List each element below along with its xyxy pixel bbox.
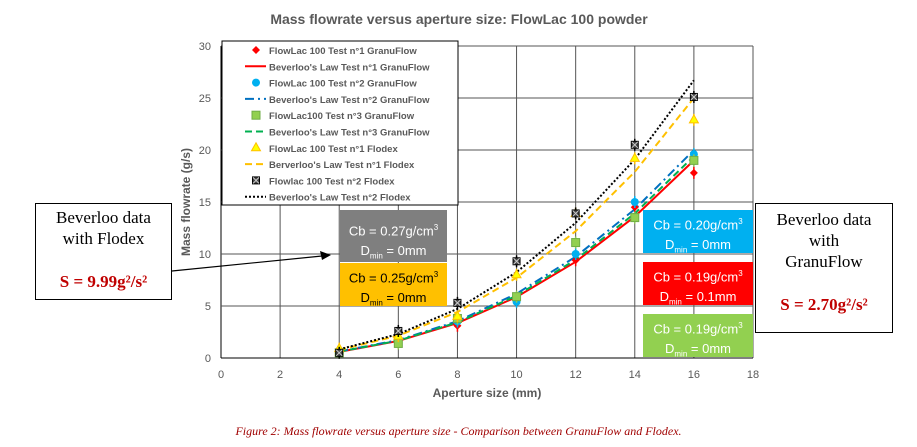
legend-label: Beverloo's Law Test n°3 GranuFlow (269, 128, 430, 139)
x-tick-label: 14 (629, 369, 641, 381)
y-tick-label: 15 (199, 197, 211, 209)
annotation-cb: Cb = 0.25g/cm (348, 270, 434, 286)
annotation-box: Cb = 0.19g/cm3 Dmin = 0.1mm (643, 262, 753, 307)
chart-title: Mass flowrate versus aperture size: Flow… (270, 11, 648, 27)
annotation-dmin: 0mm (397, 243, 427, 259)
data-point-4 (689, 155, 699, 165)
left-note: Beverloo data with Flodex S = 9.99g²/s² (35, 203, 172, 300)
data-point-4 (571, 238, 581, 248)
legend-label: Flowlac 100 Test n°2 Flodex (269, 176, 395, 187)
figure-caption: Figure 2: Mass flowrate versus aperture … (235, 424, 682, 438)
y-tick-label: 5 (205, 301, 211, 313)
data-point-x (252, 177, 260, 184)
data-point-x (690, 93, 698, 101)
y-tick-label: 0 (205, 353, 211, 365)
right-note-line2: with (808, 231, 840, 250)
data-point-6 (688, 113, 700, 124)
data-point-4 (512, 292, 522, 302)
x-tick-label: 12 (570, 369, 582, 381)
x-tick-label: 8 (454, 369, 460, 381)
x-axis-label: Aperture size (mm) (433, 386, 542, 400)
data-point-legend-4 (251, 110, 261, 120)
right-note: Beverloo data with GranuFlow S = 2.70g²/… (755, 203, 893, 333)
annotation-cb: Cb = 0.19g/cm (653, 321, 739, 337)
arrow-line (171, 255, 323, 272)
x-tick-label: 2 (277, 369, 283, 381)
left-note-line1: Beverloo data (56, 208, 151, 227)
legend-label: FlowLac 100 Test n°2 GranuFlow (269, 79, 417, 90)
x-tick-label: 10 (510, 369, 522, 381)
legend-label: Beverloo's Law Test n°2 Flodex (269, 193, 411, 204)
data-point-0 (689, 168, 698, 177)
data-point-x (631, 141, 639, 149)
legend-box (221, 40, 459, 206)
data-point-x (513, 257, 520, 265)
annotation-dmin: 0mm (702, 341, 731, 357)
data-point-2 (571, 250, 580, 258)
y-tick-label: 20 (199, 145, 211, 157)
data-point-legend-6 (250, 141, 262, 152)
right-note-line3: GranuFlow (785, 252, 863, 271)
left-note-s: S = 9.99g²/s² (59, 272, 148, 291)
legend-label: Berverloo's Law Test n°1 Flodex (269, 160, 415, 171)
annotation-cb: Cb = 0.19g/cm (653, 269, 739, 285)
annotation-dmin: 0mm (397, 290, 427, 306)
arrow-head-icon (320, 251, 331, 260)
data-point-x (394, 327, 402, 335)
x-tick-label: 18 (747, 369, 759, 381)
annotation-box: Cb = 0.27g/cm3 Dmin = 0mm (340, 210, 447, 262)
data-point-6 (452, 310, 463, 320)
data-point-legend-0 (252, 46, 260, 54)
annotation-box: Cb = 0.20g/cm3 Dmin = 0mm (643, 210, 753, 255)
left-note-line2: with Flodex (62, 229, 145, 248)
right-note-s: S = 2.70g²/s² (780, 295, 868, 314)
data-point-6 (629, 152, 641, 162)
legend-label: Beverloo's Law Test n°1 GranuFlow (269, 62, 430, 73)
annotation-dmin: 0.1mm (696, 289, 737, 305)
legend-label: FlowLac 100 Test n°1 Flodex (269, 144, 398, 155)
x-tick-label: 0 (218, 369, 224, 381)
x-tick-label: 16 (688, 369, 700, 381)
y-axis-label: Mass flowrate (g/s) (179, 148, 193, 256)
annotation-box: Cb = 0.19g/cm3 Dmin = 0mm (643, 314, 753, 359)
y-tick-label: 25 (199, 93, 211, 105)
data-point-0 (571, 256, 580, 265)
legend-label: FlowLac100 Test n°3 GranuFlow (269, 111, 415, 122)
data-point-x (335, 349, 343, 357)
right-note-line1: Beverloo data (776, 210, 872, 229)
annotation-cb: Cb = 0.20g/cm (653, 217, 739, 233)
annotation-dmin: 0mm (702, 237, 731, 253)
legend-label: Beverloo's Law Test n°2 GranuFlow (269, 95, 430, 106)
data-point-6 (511, 268, 522, 279)
x-tick-label: 4 (336, 369, 342, 381)
annotation-cb: Cb = 0.27g/cm (348, 223, 434, 239)
data-point-x (454, 299, 461, 307)
data-point-4 (630, 213, 640, 223)
data-point-2 (630, 198, 639, 206)
legend-label: FlowLac 100 Test n°1 GranuFlow (269, 46, 417, 57)
y-tick-label: 30 (199, 41, 211, 53)
x-tick-label: 6 (395, 369, 401, 381)
y-tick-label: 10 (199, 249, 211, 261)
data-point-legend-2 (252, 78, 260, 87)
data-point-x (572, 210, 580, 217)
annotation-box: Cb = 0.25g/cm3 Dmin = 0mm (340, 263, 447, 308)
